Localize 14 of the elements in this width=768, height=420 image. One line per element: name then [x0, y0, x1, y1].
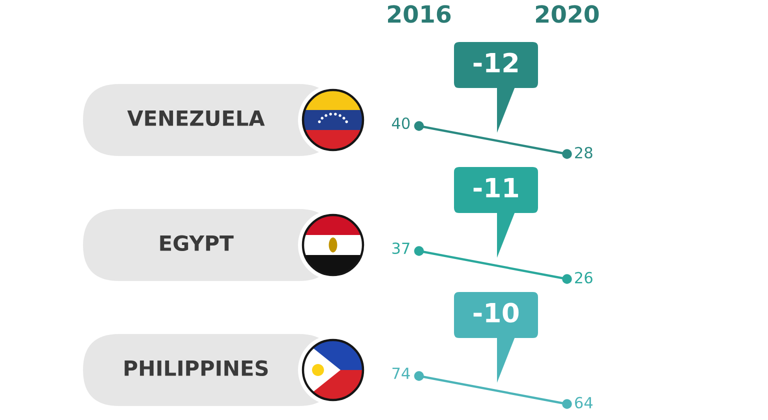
x-tick-label: 2020: [536, 5, 599, 23]
chart-title: PHILIPPINES: [124, 360, 268, 376]
data-label: 74: [392, 368, 410, 379]
data-label: 28: [575, 146, 592, 158]
text: -11: [474, 178, 518, 198]
data-label: 37: [392, 242, 410, 254]
data-label: 40: [392, 117, 410, 130]
x-tick-label: 2016: [388, 5, 451, 23]
chart-title: EGYPT: [160, 235, 234, 252]
chart-title: VENEZUELA: [127, 110, 265, 126]
data-label: 64: [575, 396, 593, 408]
text: -10: [474, 302, 519, 323]
data-label: 26: [575, 272, 592, 284]
text: -12: [474, 52, 518, 72]
